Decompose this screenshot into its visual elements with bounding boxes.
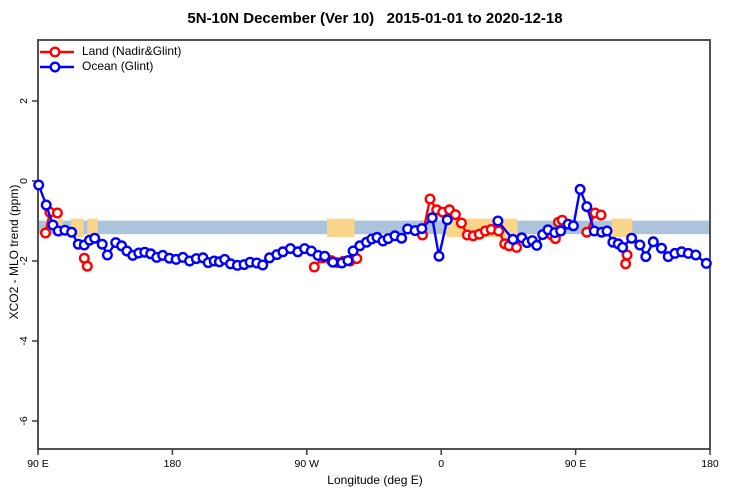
ocean-series-point [640,251,652,263]
ocean-series-point [416,223,428,235]
ocean-series-point [555,225,567,237]
ocean-series-point [531,239,543,251]
land-patch [326,218,355,237]
land-series-point [308,261,320,273]
ocean-series-point [656,242,668,254]
ocean-series-swatch-icon [40,60,74,73]
ocean-series-point [441,214,453,226]
y-tick-label: -6 [18,416,30,425]
legend-item-land: Land (Nadir&Glint) [40,44,181,59]
ocean-series-point [690,249,702,261]
x-axis-label: Longitude (deg E) [327,473,423,487]
y-tick-label: 0 [18,178,30,184]
land-series-point [424,193,436,205]
land-patch [611,218,633,237]
ocean-series-point [581,201,593,213]
legend-label-ocean: Ocean (Glint) [82,59,154,73]
ocean-series-point [574,183,586,195]
ocean-series-point [66,226,78,238]
land-series-point [595,209,607,221]
ocean-series-point [634,239,646,251]
x-tick-label: 0 [438,458,444,470]
land-series-point [40,227,52,239]
land-series-point [81,260,93,272]
land-series-point [51,207,63,219]
land-patch [87,218,98,237]
y-tick-label: -2 [18,256,30,265]
legend: Land (Nadir&Glint) Ocean (Glint) [40,44,181,74]
ocean-series-point [33,179,45,191]
y-tick-label: 2 [18,98,30,104]
ocean-series-point [327,256,339,268]
y-tick-label: -4 [18,336,30,345]
ocean-series-point [617,241,629,253]
ocean-series-point [89,232,101,244]
plot-frame [37,39,711,450]
land-series-point [449,209,461,221]
ocean-series-point [342,255,354,267]
ocean-series-point [396,232,408,244]
ocean-series-point [101,249,113,261]
land-series-swatch-icon [40,45,74,58]
ocean-series-point [647,236,659,248]
ocean-series-point [433,250,445,262]
y-axis-label: XCO2 - MLO trend (ppm) [7,184,21,320]
ocean-series-point [96,238,108,250]
x-tick-label: 90 E [565,458,587,470]
ocean-series-point [319,250,331,262]
x-tick-label: 180 [164,458,182,470]
legend-item-ocean: Ocean (Glint) [40,59,181,74]
ocean-series-point [492,215,504,227]
x-tick-label: 90 E [27,458,49,470]
x-tick-label: 180 [701,458,719,470]
ocean-series-point [567,220,579,232]
x-tick-label: 90 W [295,458,320,470]
legend-label-land: Land (Nadir&Glint) [82,44,182,58]
land-series-point [620,258,632,270]
ocean-series-point [601,225,613,237]
land-series-point [621,249,633,261]
land-series-point [455,217,467,229]
ocean-series-point [40,199,52,211]
chart-title: 5N-10N December (Ver 10) 2015-01-01 to 2… [187,10,563,27]
ocean-series-point [507,233,519,245]
ocean-series-point [626,232,638,244]
ocean-series-point [700,257,712,269]
ocean-series-point [257,259,269,271]
land-series-point [493,225,505,237]
ocean-series-point [426,212,438,224]
